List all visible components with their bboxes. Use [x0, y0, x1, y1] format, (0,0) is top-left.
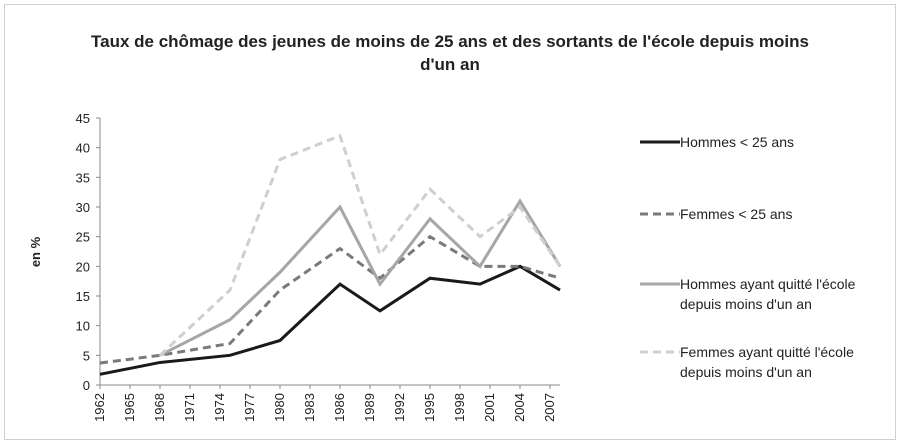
- x-tick-label: 1974: [212, 393, 227, 422]
- x-tick-label: 1998: [452, 393, 467, 422]
- legend-label: Femmes < 25 ans: [680, 206, 793, 222]
- chart-title: Taux de chômage des jeunes de moins de 2…: [91, 32, 809, 74]
- x-tick-label: 1977: [242, 393, 257, 422]
- chart-frame: [4, 4, 896, 440]
- x-tick-label: 1980: [272, 393, 287, 422]
- y-tick-label: 25: [76, 230, 90, 245]
- legend-label: Femmes ayant quitté l'école depuis moins…: [680, 344, 854, 380]
- y-axis-label: en %: [28, 236, 43, 267]
- x-tick-label: 2001: [482, 393, 497, 422]
- y-tick-label: 15: [76, 289, 90, 304]
- y-tick-label: 35: [76, 170, 90, 185]
- x-tick-label: 1962: [92, 393, 107, 422]
- y-tick-label: 10: [76, 319, 90, 334]
- x-tick-label: 2004: [512, 393, 527, 422]
- x-tick-label: 1989: [362, 393, 377, 422]
- legend-label: Hommes < 25 ans: [680, 134, 794, 150]
- series-line: [99, 234, 561, 365]
- x-tick-label: 1971: [182, 393, 197, 422]
- x-tick-label: 1983: [302, 393, 317, 422]
- y-tick-label: 0: [83, 378, 90, 393]
- x-tick-label: 1965: [122, 393, 137, 422]
- y-tick-label: 45: [76, 111, 90, 126]
- legend-label: Hommes ayant quitté l'école depuis moins…: [680, 276, 856, 312]
- series-line: [159, 198, 562, 357]
- x-tick-label: 1995: [422, 393, 437, 422]
- x-tick-label: 1968: [152, 393, 167, 422]
- y-tick-label: 30: [76, 200, 90, 215]
- y-tick-label: 40: [76, 141, 90, 156]
- y-tick-label: 5: [83, 348, 90, 363]
- y-tick-label: 20: [76, 259, 90, 274]
- x-tick-label: 2007: [542, 393, 557, 422]
- x-tick-label: 1986: [332, 393, 347, 422]
- x-tick-label: 1992: [392, 393, 407, 422]
- series-line: [99, 264, 561, 376]
